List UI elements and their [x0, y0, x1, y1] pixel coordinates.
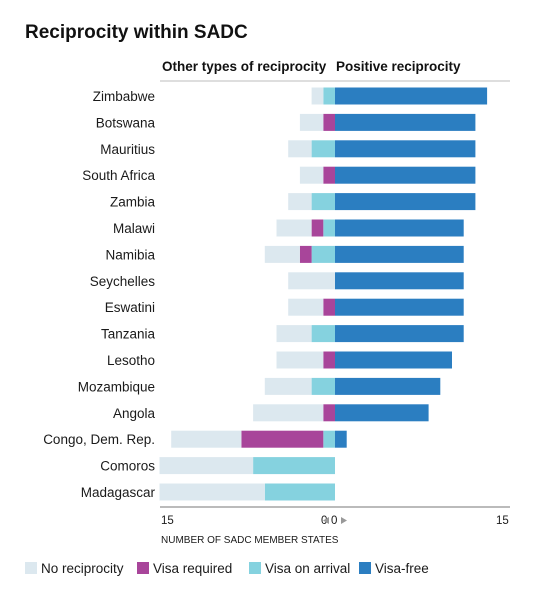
bar-none-mauritius: [288, 140, 312, 158]
tick-left-15: 15: [161, 515, 174, 527]
left-section-header: Other types of reciprocity: [162, 59, 327, 74]
bar-req-south-africa: [323, 166, 335, 184]
category-label-zambia: Zambia: [110, 195, 156, 210]
bar-voa-mauritius: [311, 140, 335, 158]
category-label-seychelles: Seychelles: [90, 274, 156, 289]
bar-none-comoros: [159, 457, 254, 475]
category-label-congo-dem-rep: Congo, Dem. Rep.: [43, 432, 155, 447]
bar-free-mauritius: [335, 140, 476, 158]
country-labels: Zimbabwe Botswana Mauritius South Africa Zam…: [43, 89, 155, 500]
bar-free-namibia: [335, 245, 464, 263]
bar-free-seychelles: [335, 272, 464, 290]
legend-swatch-none: [25, 562, 37, 574]
bar-free-malawi: [335, 219, 464, 237]
right-section-header: Positive reciprocity: [336, 59, 461, 74]
category-label-malawi: Malawi: [113, 221, 155, 236]
bar-none-zambia: [288, 193, 312, 211]
category-label-south-africa: South Africa: [82, 168, 155, 183]
bars: [159, 87, 488, 501]
bar-voa-madagascar: [264, 483, 335, 501]
bar-req-eswatini: [323, 298, 335, 316]
category-label-mozambique: Mozambique: [78, 379, 155, 394]
bar-voa-zimbabwe: [323, 87, 335, 105]
x-axis-label: NUMBER OF SADC MEMBER STATES: [161, 535, 339, 546]
bar-none-south-africa: [299, 166, 324, 184]
bar-none-zimbabwe: [311, 87, 324, 105]
bar-voa-namibia: [311, 245, 335, 263]
tick-right-0: 0: [331, 515, 337, 527]
bar-voa-tanzania: [311, 325, 335, 343]
category-label-angola: Angola: [113, 406, 156, 421]
chart-title: Reciprocity within SADC: [25, 22, 248, 43]
bar-req-namibia: [299, 245, 312, 263]
arrow-right-icon: [341, 517, 347, 524]
bar-none-lesotho: [276, 351, 324, 369]
bar-free-mozambique: [335, 377, 441, 395]
bar-free-lesotho: [335, 351, 452, 369]
bar-free-eswatini: [335, 298, 464, 316]
bar-voa-comoros: [253, 457, 335, 475]
bar-voa-congo-dem-rep: [323, 430, 335, 448]
bar-voa-malawi: [323, 219, 335, 237]
bar-free-congo-dem-rep: [335, 430, 347, 448]
category-label-eswatini: Eswatini: [105, 300, 155, 315]
category-label-botswana: Botswana: [96, 115, 156, 130]
tick-right-15: 15: [496, 515, 509, 527]
legend-label-free: Visa-free: [375, 561, 429, 576]
bar-none-namibia: [264, 245, 300, 263]
bar-free-tanzania: [335, 325, 464, 343]
category-label-comoros: Comoros: [100, 459, 155, 474]
bar-free-south-africa: [335, 166, 476, 184]
category-label-namibia: Namibia: [105, 247, 155, 262]
bar-req-angola: [323, 404, 335, 422]
bar-voa-zambia: [311, 193, 335, 211]
bar-none-botswana: [299, 113, 324, 131]
bar-free-zambia: [335, 193, 476, 211]
bar-free-botswana: [335, 113, 476, 131]
legend-swatch-free: [359, 562, 371, 574]
bar-none-angola: [253, 404, 324, 422]
bar-none-tanzania: [276, 325, 312, 343]
legend-swatch-req: [137, 562, 149, 574]
legend-label-req: Visa required: [153, 561, 232, 576]
category-label-madagascar: Madagascar: [81, 485, 156, 500]
bar-req-botswana: [323, 113, 335, 131]
bar-none-mozambique: [264, 377, 312, 395]
bar-req-congo-dem-rep: [241, 430, 324, 448]
bar-none-eswatini: [288, 298, 324, 316]
bar-none-madagascar: [159, 483, 265, 501]
category-label-tanzania: Tanzania: [101, 327, 156, 342]
bar-req-lesotho: [323, 351, 335, 369]
category-label-lesotho: Lesotho: [107, 353, 155, 368]
category-label-mauritius: Mauritius: [100, 142, 155, 157]
legend: No reciprocity Visa required Visa on arriv…: [25, 561, 429, 576]
arrow-left-icon: [323, 517, 329, 524]
legend-label-none: No reciprocity: [41, 561, 124, 576]
bar-free-zimbabwe: [335, 87, 488, 105]
bar-free-angola: [335, 404, 429, 422]
bar-none-malawi: [276, 219, 312, 237]
category-label-zimbabwe: Zimbabwe: [93, 89, 155, 104]
legend-swatch-voa: [249, 562, 261, 574]
bar-none-congo-dem-rep: [171, 430, 242, 448]
bar-voa-mozambique: [311, 377, 335, 395]
legend-label-voa: Visa on arrival: [265, 561, 350, 576]
bar-none-seychelles: [288, 272, 335, 290]
bar-req-malawi: [311, 219, 324, 237]
